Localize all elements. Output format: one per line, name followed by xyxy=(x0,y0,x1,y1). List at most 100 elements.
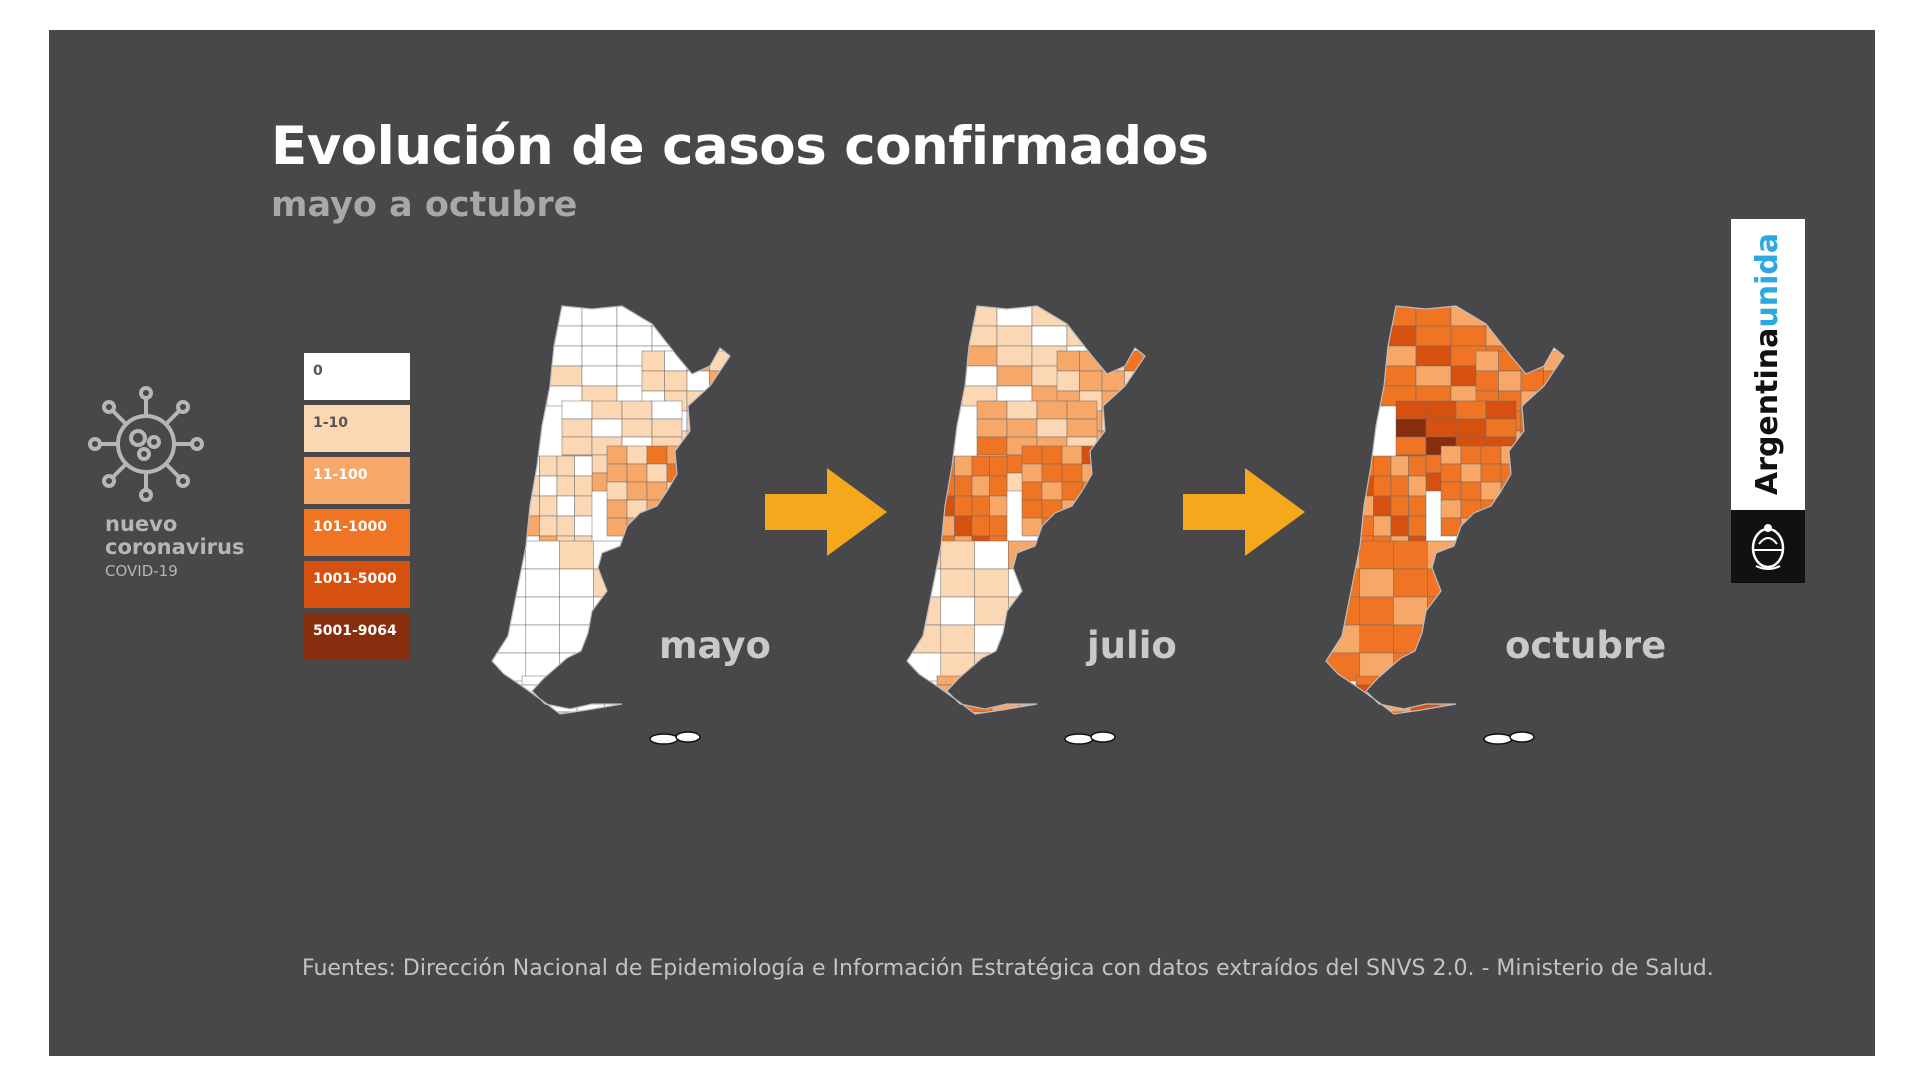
map-district xyxy=(593,568,628,598)
map-district xyxy=(604,675,633,686)
map-district xyxy=(1061,463,1083,483)
map-district xyxy=(621,400,653,420)
map-district xyxy=(1061,481,1083,501)
map-district xyxy=(940,624,975,654)
map-district xyxy=(996,345,1033,367)
legend-label: 101-1000 xyxy=(313,519,387,535)
map-district xyxy=(1390,495,1409,517)
map-district xyxy=(576,693,605,704)
map-district xyxy=(974,540,1009,570)
map-district xyxy=(559,540,594,570)
map-district xyxy=(1101,410,1125,432)
map-district xyxy=(539,455,558,477)
map-district xyxy=(1041,481,1063,501)
map-district xyxy=(525,596,560,626)
map-district xyxy=(996,365,1033,387)
map-district xyxy=(971,515,990,537)
map-district xyxy=(974,652,1009,682)
map-district xyxy=(1383,684,1412,695)
map-district xyxy=(1021,463,1043,483)
map-district xyxy=(1101,430,1125,452)
map-district xyxy=(559,596,594,626)
map-district xyxy=(1393,540,1428,570)
map-district xyxy=(1410,675,1439,686)
map-district xyxy=(549,684,578,695)
map-district xyxy=(1500,481,1522,501)
map-district xyxy=(576,675,605,686)
map-district xyxy=(525,624,560,654)
map-district xyxy=(1359,568,1394,598)
map-district xyxy=(961,325,998,347)
map-district xyxy=(1021,481,1043,501)
map-district xyxy=(1081,481,1103,501)
map-district xyxy=(521,475,540,497)
map-district xyxy=(1101,370,1125,392)
map-district xyxy=(989,515,1008,537)
map-district xyxy=(651,400,683,420)
map-district xyxy=(591,400,623,420)
map-district xyxy=(641,350,665,372)
map-district xyxy=(1438,675,1467,686)
map-district xyxy=(651,418,683,438)
legend-label: 1001-5000 xyxy=(313,571,397,587)
map-district xyxy=(686,390,710,412)
progression-arrow xyxy=(1183,468,1305,556)
map-district xyxy=(556,495,575,517)
legend-item: 101-1000 xyxy=(304,509,410,556)
map-district xyxy=(1036,418,1068,438)
map-district xyxy=(1455,400,1487,420)
map-district xyxy=(1427,596,1462,626)
map-district xyxy=(666,517,688,537)
map-district xyxy=(604,711,633,714)
map-district xyxy=(1460,517,1482,537)
map-district xyxy=(621,418,653,438)
map-district xyxy=(1480,463,1502,483)
choropleth-map xyxy=(491,305,731,745)
logo-word-argentina: Argentina xyxy=(1750,327,1785,496)
map-district xyxy=(1425,418,1457,438)
map-district xyxy=(1393,596,1428,626)
page-subtitle: mayo a octubre xyxy=(271,185,578,225)
map-district xyxy=(606,445,628,465)
legend-item: 1001-5000 xyxy=(304,561,410,608)
map-district xyxy=(1008,596,1043,626)
map-district xyxy=(936,475,955,497)
map-district xyxy=(1543,430,1564,452)
map-district xyxy=(1410,711,1439,714)
argentina-seal-icon xyxy=(1751,524,1785,570)
map-label-octubre: octubre xyxy=(1505,624,1667,667)
legend-label: 0 xyxy=(313,363,323,379)
map-district xyxy=(1359,540,1394,570)
map-district xyxy=(961,306,998,327)
map-district xyxy=(1500,499,1522,519)
map-district xyxy=(651,325,688,347)
map-district xyxy=(626,463,648,483)
map-district xyxy=(593,624,628,654)
map-district xyxy=(1066,400,1098,420)
progression-arrow xyxy=(765,468,887,556)
map-district xyxy=(991,684,1020,695)
map-district xyxy=(1543,390,1564,412)
logo-panel: Argentinaunida xyxy=(1731,219,1805,510)
map-district xyxy=(556,515,575,537)
map-district xyxy=(954,495,973,517)
map-district xyxy=(539,515,558,537)
map-district xyxy=(549,675,578,686)
map-district xyxy=(991,711,1020,714)
map-district xyxy=(1485,400,1517,420)
map-district xyxy=(1373,475,1392,497)
map-district xyxy=(974,568,1009,598)
map-district xyxy=(1061,445,1083,465)
map-district xyxy=(1410,693,1439,704)
page-title: Evolución de casos confirmados xyxy=(271,116,1209,177)
logo-word-unida: unida xyxy=(1750,232,1785,328)
map-district xyxy=(1056,370,1080,392)
legend-label: 11-100 xyxy=(313,467,368,483)
map-district xyxy=(559,568,594,598)
map-district xyxy=(646,445,668,465)
map-label-julio: julio xyxy=(1087,624,1177,667)
map-district xyxy=(525,568,560,598)
map-district xyxy=(1450,306,1487,327)
map-district xyxy=(576,711,605,714)
map-district xyxy=(641,370,665,392)
